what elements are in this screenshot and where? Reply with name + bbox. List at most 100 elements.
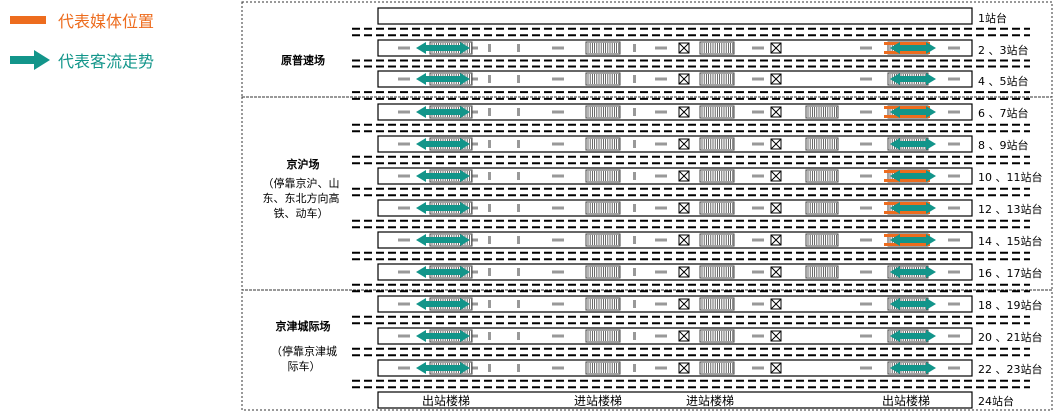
platform-10-elevator-b — [770, 330, 782, 342]
platform-11-flow-left-a — [416, 362, 446, 374]
platform-7-flow-left-a — [416, 234, 446, 246]
platform-4-escalator-entry-2 — [699, 137, 735, 151]
platform-3-dash-0 — [398, 110, 410, 114]
platform-6-tick-1 — [517, 204, 520, 212]
platform-3-escalator-entry-2 — [699, 105, 735, 119]
platform-7-dash-5 — [860, 238, 872, 242]
platform-4-escalator-extra — [805, 137, 839, 151]
platform-3-tick-1 — [517, 108, 520, 116]
platform-10-elevator-a — [678, 330, 690, 342]
platform-4-flow-left-a — [416, 138, 446, 150]
platform-8-flow-left-a — [416, 266, 446, 278]
platform-1-elevator-a — [678, 42, 690, 54]
platform-4-dash-0 — [398, 142, 410, 146]
platform-label-7: 14 、15站台 — [978, 235, 1043, 248]
platform-3-tick-0 — [488, 108, 491, 116]
stairs-exit-right: 出站楼梯 — [882, 394, 931, 408]
platform-6-flow-right-b — [912, 202, 936, 214]
platform-8-dash-3 — [655, 270, 667, 274]
platform-2-dash-3 — [655, 77, 667, 81]
platform-8-escalator-extra — [805, 265, 839, 279]
platform-label-12: 24站台 — [978, 395, 1014, 408]
platform-9-flow-right-b — [912, 298, 936, 310]
legend-flow-label: 代表客流走势 — [58, 52, 155, 71]
flow-arrow-icon — [10, 50, 50, 70]
platform-1-tick-0 — [488, 44, 491, 52]
platform-5-flow-right-b — [912, 170, 936, 182]
platform-8-dash-6 — [948, 270, 960, 274]
platform-7-tick-1 — [517, 236, 520, 244]
platform-11-dash-2 — [552, 366, 564, 370]
platform-3-elevator-a — [678, 106, 690, 118]
platform-12 — [377, 391, 973, 409]
platform-3-flow-right-a — [890, 106, 918, 118]
platform-5-escalator-entry — [585, 169, 621, 183]
platform-label-9: 18 、19站台 — [978, 299, 1043, 312]
platform-10-tick-2 — [633, 332, 636, 340]
platform-10-tick-1 — [517, 332, 520, 340]
platform-4-escalator-entry — [585, 137, 621, 151]
stairs-entry-2: 进站楼梯 — [686, 394, 735, 408]
platform-8-escalator-entry — [585, 265, 621, 279]
platform-5-flow-left-b — [446, 170, 470, 182]
platform-6-dash-0 — [398, 206, 410, 210]
platform-9 — [377, 295, 973, 313]
platform-5-elevator-a — [678, 170, 690, 182]
platform-11-dash-3 — [655, 366, 667, 370]
platform-6-escalator-entry-2 — [699, 201, 735, 215]
platform-6-flow-left-a — [416, 202, 446, 214]
platform-4-tick-0 — [488, 140, 491, 148]
platform-4-dash-4 — [752, 142, 764, 146]
platform-1-flow-right-a — [890, 42, 918, 54]
platform-7-flow-left-b — [446, 234, 470, 246]
section-name-2: 京津城际场 — [275, 320, 331, 333]
section-box-1 — [241, 96, 1053, 291]
platform-2-elevator-a — [678, 73, 690, 85]
platform-1 — [377, 39, 973, 57]
platform-10-dash-2 — [552, 334, 564, 338]
platform-5-flow-right-a — [890, 170, 918, 182]
platform-10-flow-right-a — [890, 330, 918, 342]
platform-6-escalator-extra — [805, 201, 839, 215]
platform-8-escalator-entry-2 — [699, 265, 735, 279]
platform-5-dash-3 — [655, 174, 667, 178]
section-note-1: （停靠京沪、山东、东北方向高铁、动车） — [262, 177, 340, 220]
platform-7-dash-0 — [398, 238, 410, 242]
media-swatch — [10, 16, 46, 24]
platform-5-tick-0 — [488, 172, 491, 180]
platform-11-escalator-entry — [585, 361, 621, 375]
platform-10-dash-4 — [752, 334, 764, 338]
platform-7-flow-right-a — [890, 234, 918, 246]
platform-6-tick-0 — [488, 204, 491, 212]
platform-3-dash-4 — [752, 110, 764, 114]
platform-10-tick-0 — [488, 332, 491, 340]
platform-label-4: 8 、9站台 — [978, 139, 1029, 152]
platform-2-dash-0 — [398, 77, 410, 81]
platform-8-elevator-b — [770, 266, 782, 278]
platform-1-dash-0 — [398, 46, 410, 50]
platform-11-escalator-entry-2 — [699, 361, 735, 375]
platform-8-tick-0 — [488, 268, 491, 276]
platform-7-media-top — [884, 234, 930, 237]
platform-7-flow-right-b — [912, 234, 936, 246]
platform-5-tick-1 — [517, 172, 520, 180]
platform-label-8: 16 、17站台 — [978, 267, 1043, 280]
platform-3-dash-3 — [655, 110, 667, 114]
platform-7-tick-2 — [633, 236, 636, 244]
platform-1-escalator-entry — [585, 41, 621, 55]
platform-0 — [377, 7, 973, 25]
platform-2-flow-right-b — [912, 73, 936, 85]
platform-1-flow-left-b — [446, 42, 470, 54]
platform-9-dash-4 — [752, 302, 764, 306]
platform-8-flow-right-a — [890, 266, 918, 278]
platform-8-flow-right-b — [912, 266, 936, 278]
platform-9-flow-right-a — [890, 298, 918, 310]
platform-4-tick-2 — [633, 140, 636, 148]
platform-2 — [377, 70, 973, 88]
platform-4-flow-left-b — [446, 138, 470, 150]
platform-9-dash-5 — [860, 302, 872, 306]
platform-7-elevator-a — [678, 234, 690, 246]
platform-2-tick-1 — [517, 75, 520, 83]
platform-5-dash-5 — [860, 174, 872, 178]
